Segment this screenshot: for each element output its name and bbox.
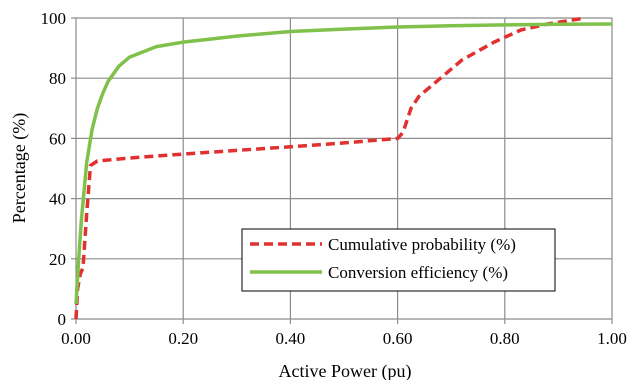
y-tick-label: 60: [49, 129, 66, 148]
x-tick-labels: 0.00 0.20 0.40 0.60 0.80 1.00: [61, 329, 627, 348]
x-tick-label: 1.00: [597, 329, 627, 348]
x-tick-label: 0.40: [276, 329, 306, 348]
y-tick-label: 20: [49, 250, 66, 269]
legend: Cumulative probability (%) Conversion ef…: [241, 228, 556, 292]
legend-label-efficiency: Conversion efficiency (%): [328, 263, 508, 282]
legend-label-cumulative: Cumulative probability (%): [328, 235, 516, 254]
x-axis-title: Active Power (pu): [279, 361, 412, 380]
y-tick-label: 0: [58, 310, 67, 329]
y-tick-label: 80: [49, 69, 66, 88]
y-tick-labels: 0 20 40 60 80 100: [41, 9, 67, 329]
legend-box: [241, 228, 556, 292]
y-tick-label: 40: [49, 190, 66, 209]
x-tick-label: 0.60: [383, 329, 413, 348]
x-tick-label: 0.20: [168, 329, 198, 348]
y-axis-title: Percentage (%): [9, 113, 30, 223]
cumulative-probability-line: [74, 16, 586, 320]
series-lines: [74, 16, 613, 320]
y-tick-label: 100: [41, 9, 67, 28]
conversion-efficiency-line: [74, 22, 613, 305]
x-tick-label: 0.80: [490, 329, 520, 348]
axes: [71, 17, 613, 324]
x-tick-label: 0.00: [61, 329, 91, 348]
